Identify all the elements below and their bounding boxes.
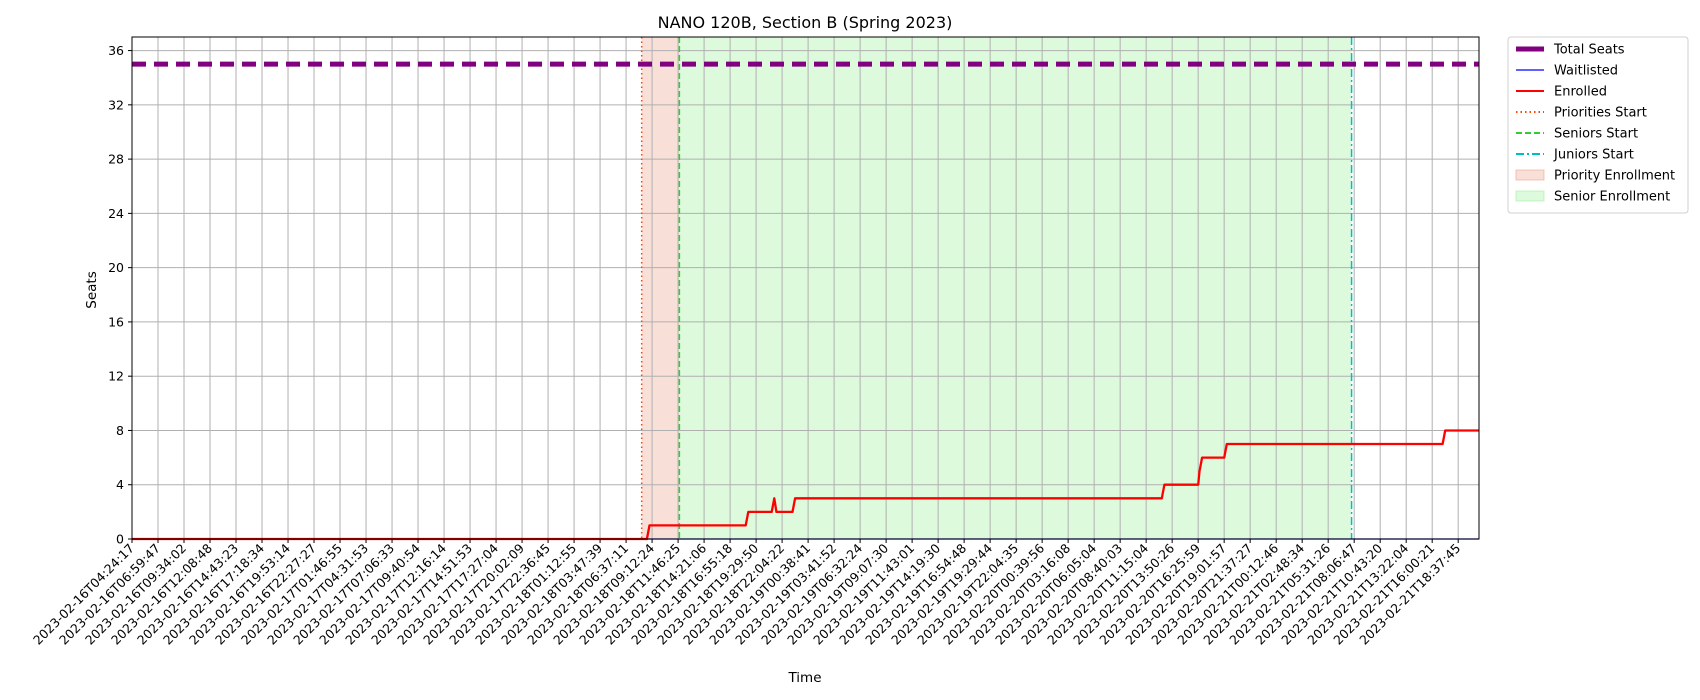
series-enrolled (132, 429, 1479, 541)
y-tick-label: 12 (108, 369, 124, 384)
y-tick-label: 0 (116, 532, 124, 547)
legend-label-enrolled: Enrolled (1554, 85, 1607, 100)
y-axis-label: Seats (84, 271, 100, 308)
legend-label-total-seats: Total Seats (1553, 43, 1625, 58)
span-priority-enrollment (641, 37, 680, 539)
span-senior-enrollment (679, 37, 1352, 539)
legend: Total Seats Waitlisted Enrolled Priorities … (1507, 36, 1689, 214)
legend-box (1507, 36, 1689, 214)
x-axis-ticks: 2023-02-16T04:24:172023-02-16T06:59:4720… (30, 539, 1463, 648)
legend-swatch-priority-enrollment (1515, 169, 1545, 181)
legend-swatch-senior-enrollment (1515, 190, 1545, 202)
y-axis-ticks: 0 4 8 12 16 20 24 28 32 36 (108, 43, 132, 547)
y-tick-label: 16 (108, 314, 124, 329)
phase-lines (640, 37, 1353, 539)
plot-frame (131, 36, 1480, 540)
legend-label-priority-enrollment: Priority Enrollment (1554, 169, 1675, 184)
y-tick-label: 28 (108, 152, 124, 167)
grid (131, 37, 1479, 540)
legend-label-juniors-start: Juniors Start (1553, 148, 1634, 163)
legend-label-waitlisted: Waitlisted (1554, 64, 1618, 79)
enrollment-spans (641, 37, 1352, 539)
y-tick-label: 32 (108, 97, 124, 112)
y-tick-label: 8 (116, 423, 124, 438)
x-axis-label: Time (787, 670, 821, 686)
chart-title: NANO 120B, Section B (Spring 2023) (658, 13, 953, 32)
y-tick-label: 24 (108, 206, 124, 221)
y-tick-label: 36 (108, 43, 124, 58)
legend-label-seniors-start: Seniors Start (1554, 127, 1638, 142)
y-tick-label: 20 (108, 260, 124, 275)
legend-label-priorities-start: Priorities Start (1554, 106, 1647, 121)
legend-label-senior-enrollment: Senior Enrollment (1554, 190, 1670, 205)
y-tick-label: 4 (116, 477, 124, 492)
